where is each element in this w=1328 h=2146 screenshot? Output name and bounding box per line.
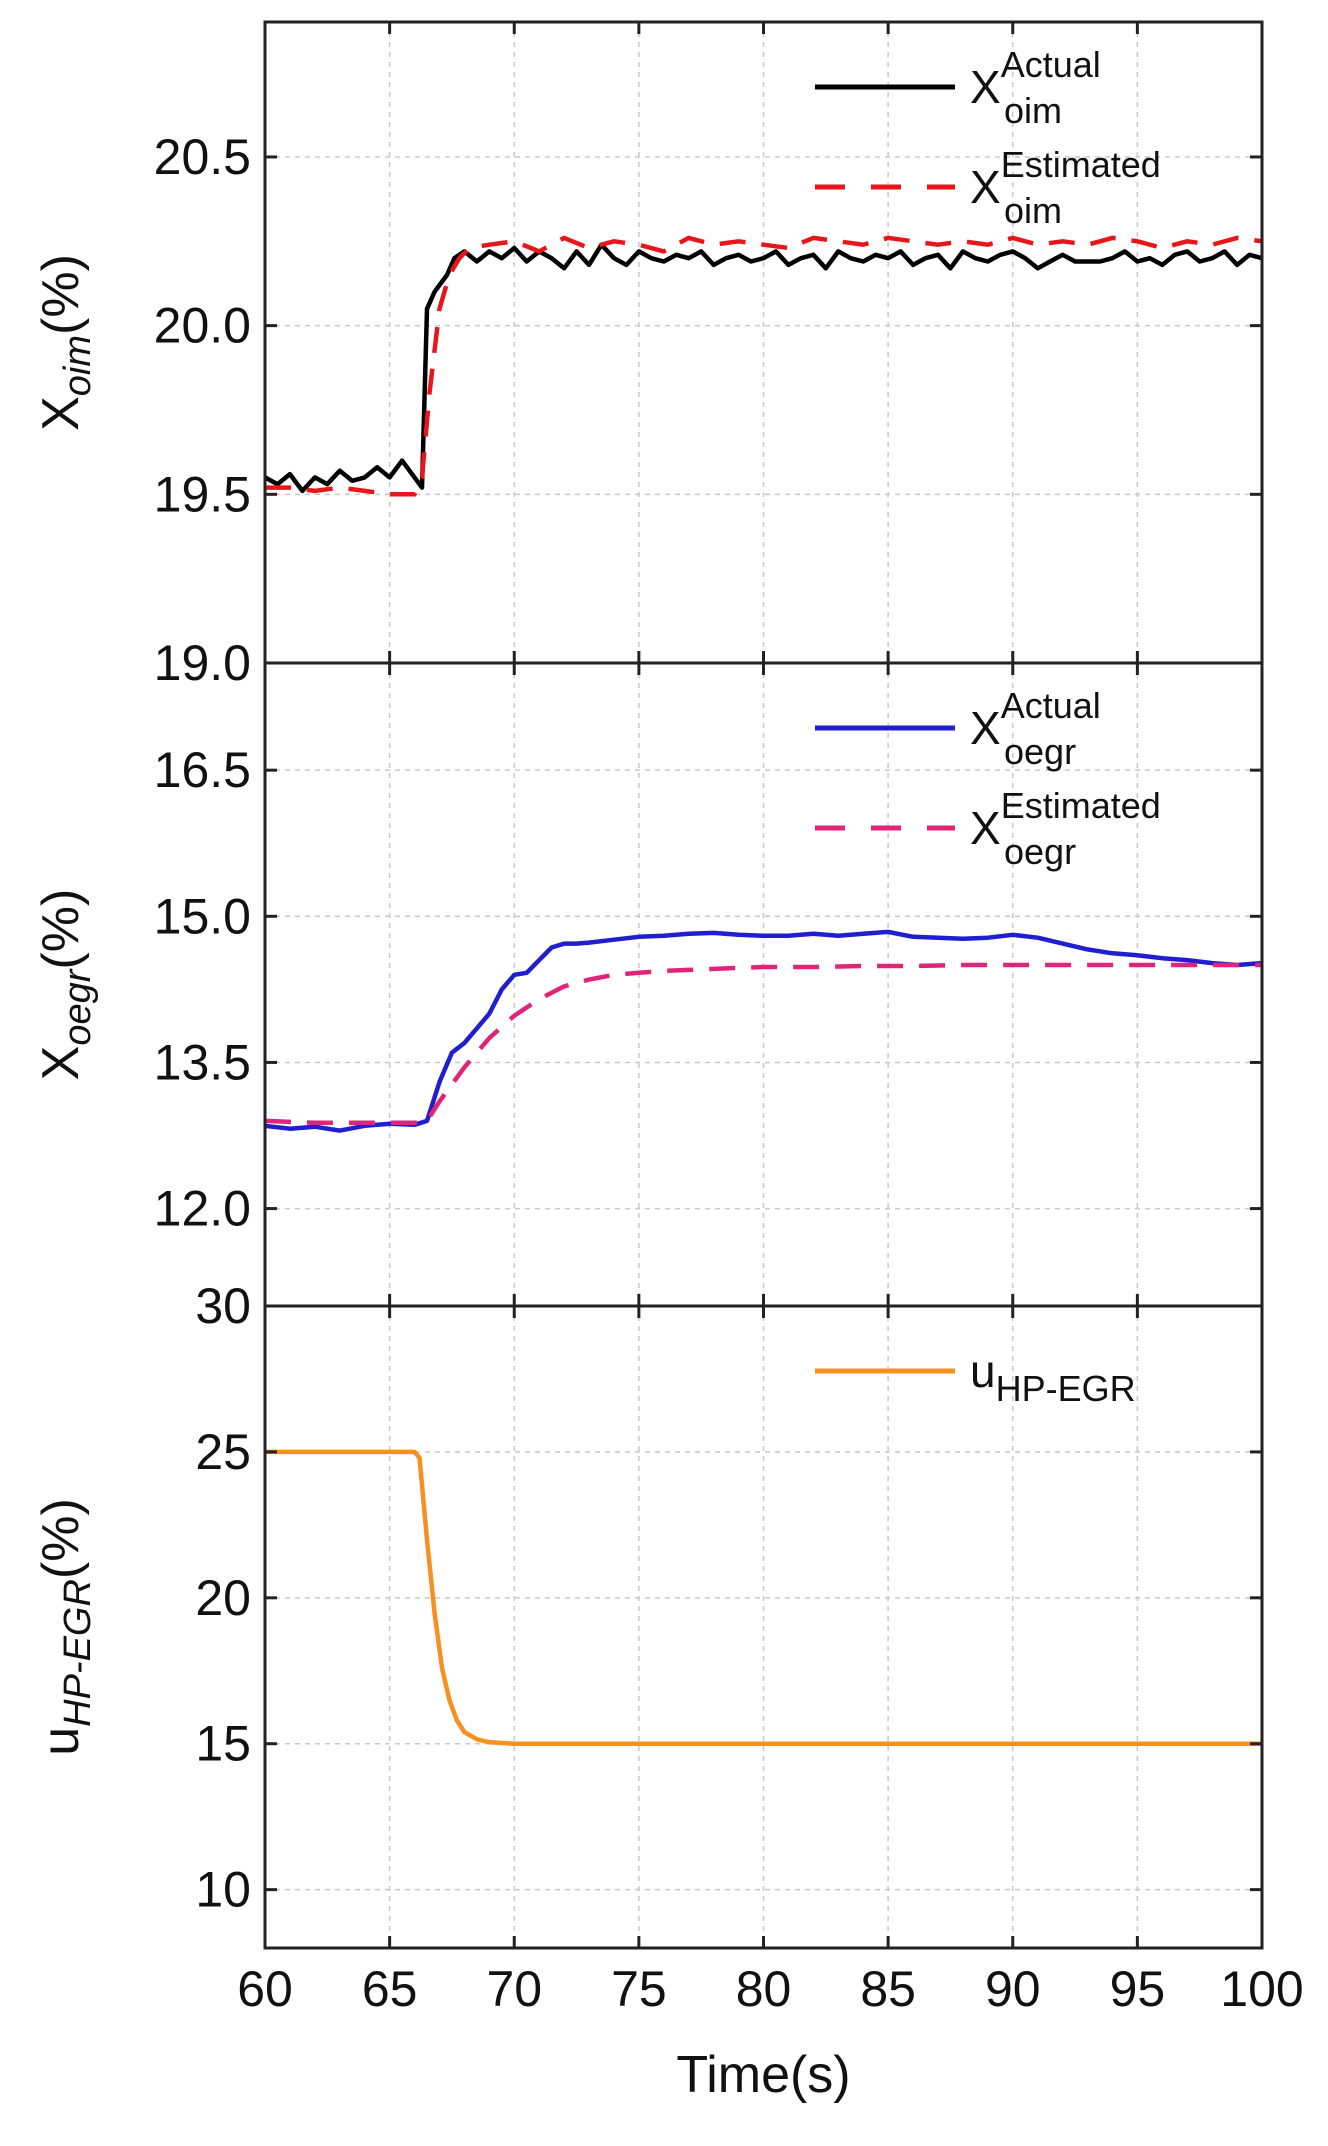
- legend-label-sub: oegr: [1004, 731, 1076, 772]
- legend-label-main: X: [970, 61, 1001, 113]
- y-axis-title: Xoegr(%): [32, 889, 99, 1081]
- y-axis-title-sub: oegr: [57, 968, 99, 1045]
- series-line-oegr-1: [265, 962, 1262, 1126]
- y-axis-title: Xoim(%): [32, 254, 99, 431]
- legend-label-sup: Estimated: [1001, 785, 1161, 826]
- y-tick-label: 20: [195, 1570, 251, 1626]
- legend-label-oegr-1: XEstimated oegr: [970, 785, 1161, 872]
- x-axis-title: Time(s): [676, 2046, 850, 2104]
- legend-label-sub: oegr: [1004, 831, 1076, 872]
- legend-label-oegr-0: XActual oegr: [970, 685, 1101, 772]
- x-tick-label: 90: [985, 1961, 1041, 2017]
- y-tick-label: 12.0: [154, 1181, 251, 1237]
- y-axis-title-sub: HP-EGR: [57, 1579, 99, 1727]
- y-axis-title-main: u: [32, 1727, 90, 1756]
- legend-label-sup: Estimated: [1001, 144, 1161, 185]
- legend-label-main: X: [970, 802, 1001, 854]
- y-axis-title: uHP-EGR(%): [32, 1498, 99, 1756]
- series-line-oim-0: [265, 242, 1262, 494]
- y-tick-label: 19.5: [154, 466, 251, 522]
- y-axis-title-suffix: (%): [32, 254, 90, 335]
- legend-label-main: X: [970, 161, 1001, 213]
- x-tick-label: 80: [736, 1961, 792, 2017]
- legend-label-sub: HP-EGR: [996, 1368, 1136, 1409]
- x-tick-label: 60: [237, 1961, 293, 2017]
- x-tick-label: 75: [611, 1961, 667, 2017]
- legend-label-sub: oim: [1004, 90, 1062, 131]
- x-tick-label: 65: [362, 1961, 418, 2017]
- legend-label-sup: Actual: [1001, 44, 1101, 85]
- y-tick-label: 16.5: [154, 742, 251, 798]
- legend-label-main: X: [970, 702, 1001, 754]
- x-tick-label: 85: [860, 1961, 916, 2017]
- y-axis-title-suffix: (%): [32, 1498, 90, 1579]
- y-axis-title-suffix: (%): [32, 889, 90, 970]
- y-axis-title-sub: oim: [57, 335, 99, 396]
- y-tick-label: 25: [195, 1424, 251, 1480]
- y-tick-label: 10: [195, 1862, 251, 1918]
- series-line-u-0: [265, 1449, 1262, 1746]
- y-axis-title-main: X: [32, 396, 90, 431]
- y-tick-label: 13.5: [154, 1034, 251, 1090]
- y-tick-label: 15: [195, 1716, 251, 1772]
- x-tick-label: 100: [1220, 1961, 1303, 2017]
- y-tick-label: 15.0: [154, 888, 251, 944]
- y-axis-title-main: X: [32, 1046, 90, 1081]
- y-tick-label: 20.0: [154, 298, 251, 354]
- y-tick-label: 20.5: [154, 129, 251, 185]
- x-tick-label: 70: [486, 1961, 542, 2017]
- legend-label-main: u: [970, 1345, 996, 1397]
- legend-label-oim-0: XActual oim: [970, 44, 1101, 131]
- y-tick-label: 30: [195, 1278, 251, 1334]
- legend-label-oim-1: XEstimated oim: [970, 144, 1161, 231]
- legend-label-u-0: uHP-EGR: [970, 1345, 1136, 1409]
- x-tick-label: 95: [1110, 1961, 1166, 2017]
- y-tick-label: 19.0: [154, 635, 251, 691]
- legend-label-sub: oim: [1004, 190, 1062, 231]
- legend-label-sup: Actual: [1001, 685, 1101, 726]
- series-line-oegr-0: [265, 929, 1262, 1133]
